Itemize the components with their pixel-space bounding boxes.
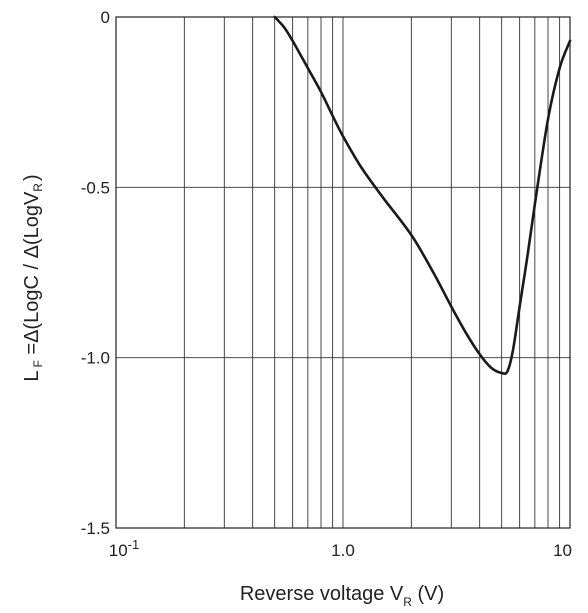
series-layer: [273, 15, 572, 376]
y-tick-label: -1.0: [81, 349, 110, 368]
x-tick-label: 10: [553, 541, 572, 560]
x-axis-title-main: Reverse voltage V: [240, 583, 404, 605]
y-tick-label: -0.5: [81, 178, 110, 197]
x-tick-label: 1.0: [331, 541, 355, 560]
x-tick-exponent: -1: [128, 537, 140, 552]
x-grid: [183, 17, 561, 528]
y-tick-label: 0: [101, 8, 110, 27]
plot-frame: [115, 16, 571, 529]
y-axis-title-a-sub: F: [31, 360, 45, 367]
x-axis-title-suffix: (V): [412, 583, 444, 605]
x-tick-label: 10-1: [109, 537, 139, 560]
x-tick-labels: 10-1 1.0 10: [109, 537, 572, 560]
series-line: [273, 15, 572, 376]
y-axis-title-a: L: [21, 371, 43, 382]
y-grid: [116, 186, 570, 359]
y-axis-title-c: ): [21, 174, 43, 181]
x-axis-title: Reverse voltage VR (V): [240, 583, 444, 609]
x-axis-title-sub: R: [403, 595, 412, 609]
y-axis-title-b: =Δ(LogC / Δ(LogV: [21, 191, 43, 360]
y-axis-title-b-sub: R: [31, 183, 45, 192]
y-axis-title: LF =Δ(LogC / Δ(LogVR): [21, 174, 45, 381]
y-tick-label: -1.5: [81, 519, 110, 538]
x-tick-base: 10: [109, 541, 128, 560]
y-tick-labels: 0 -0.5 -1.0 -1.5: [81, 8, 110, 538]
